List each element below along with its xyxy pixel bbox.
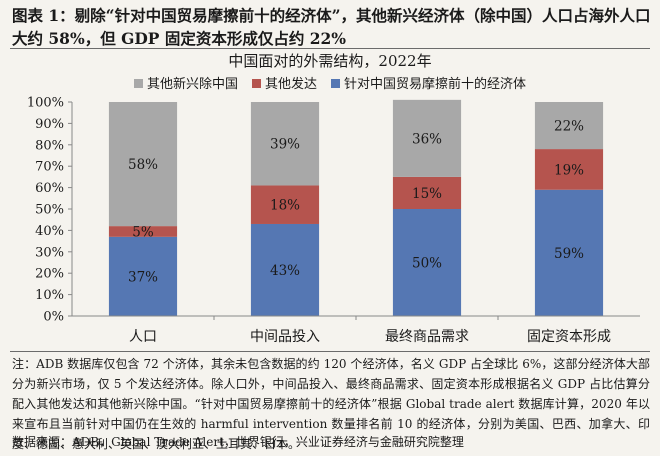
- y-tick-label: 20%: [35, 267, 64, 282]
- data-label: 37%: [128, 269, 158, 285]
- x-axis: 人口 中间品投入 最终商品需求 固定资本形成: [72, 315, 640, 345]
- title-divider: [10, 48, 650, 49]
- bar-segment: [108, 236, 178, 316]
- y-tick-label: 50%: [35, 203, 64, 218]
- footnote: 注：ADB 数据库仅包含 72 个济体，其余未包含数据的约 120 个经济体，名…: [12, 357, 650, 451]
- data-label: 19%: [554, 162, 584, 178]
- y-axis: 0% 10% 20% 30% 40% 50% 60% 70% 80% 90% 100%: [27, 96, 73, 325]
- y-tick-label: 90%: [35, 117, 64, 132]
- data-label: 36%: [412, 131, 442, 147]
- chart-title: 中国面对的外需结构，2022年: [228, 52, 431, 70]
- chart-divider: [10, 351, 650, 352]
- bar-segment: [250, 102, 320, 186]
- bar-segment: [392, 209, 462, 316]
- data-label: 18%: [270, 198, 300, 214]
- y-tick-label: 100%: [27, 96, 64, 111]
- bar-segment: [534, 149, 604, 190]
- data-label: 22%: [554, 119, 584, 135]
- y-tick-label: 0%: [43, 310, 64, 325]
- bars: 37% 5% 58% 43% 18% 39% 50% 15% 36% 59% 19% 22%: [108, 99, 604, 316]
- bar-segment: [108, 226, 178, 237]
- data-label: 5%: [132, 224, 154, 240]
- bar-segment: [250, 223, 320, 316]
- data-source: 数据来源：ADB，Global Trade Alert，世界银行，兴业证券经济与…: [12, 435, 464, 449]
- x-tick-label: 固定资本形成: [527, 329, 611, 345]
- y-tick-label: 60%: [35, 181, 64, 196]
- y-tick-label: 80%: [35, 138, 64, 153]
- bar-segment: [534, 102, 604, 150]
- bar-segment: [534, 189, 604, 316]
- y-tick-label: 40%: [35, 224, 64, 239]
- x-tick-label: 中间品投入: [250, 329, 320, 345]
- chart-svg: 中国面对的外需结构，2022年 其他新兴除中国 其他发达 针对中国贸易摩擦前十的经济…: [27, 52, 640, 345]
- data-label: 43%: [270, 263, 300, 279]
- bar-segment: [108, 102, 178, 227]
- data-label: 58%: [128, 157, 158, 173]
- data-label: 50%: [412, 256, 442, 272]
- figure-title: 图表 1：剔除“针对中国贸易摩擦前十的经济体”，其他新兴经济体（除中国）人口占海…: [12, 6, 651, 48]
- x-tick-label: 人口: [129, 329, 157, 345]
- y-tick-label: 10%: [35, 288, 64, 303]
- x-tick-label: 最终商品需求: [385, 329, 469, 345]
- legend-label: 其他新兴除中国: [147, 76, 238, 92]
- bar-segment: [250, 185, 320, 224]
- y-tick-label: 30%: [35, 245, 64, 260]
- chart-legend: 其他新兴除中国 其他发达 针对中国贸易摩擦前十的经济体: [134, 76, 526, 92]
- data-label: 15%: [412, 186, 442, 202]
- bar-segment: [392, 99, 462, 177]
- stacked-bar-chart: 中国面对的外需结构，2022年 其他新兴除中国 其他发达 针对中国贸易摩擦前十的经济…: [0, 50, 660, 350]
- bar-segment: [392, 176, 462, 209]
- legend-swatch: [252, 79, 261, 88]
- y-tick-label: 70%: [35, 160, 64, 175]
- legend-swatch: [331, 79, 340, 88]
- legend-label: 针对中国贸易摩擦前十的经济体: [344, 76, 526, 92]
- data-label: 59%: [554, 246, 584, 262]
- legend-swatch: [134, 79, 143, 88]
- legend-label: 其他发达: [265, 76, 317, 92]
- data-label: 39%: [270, 137, 300, 153]
